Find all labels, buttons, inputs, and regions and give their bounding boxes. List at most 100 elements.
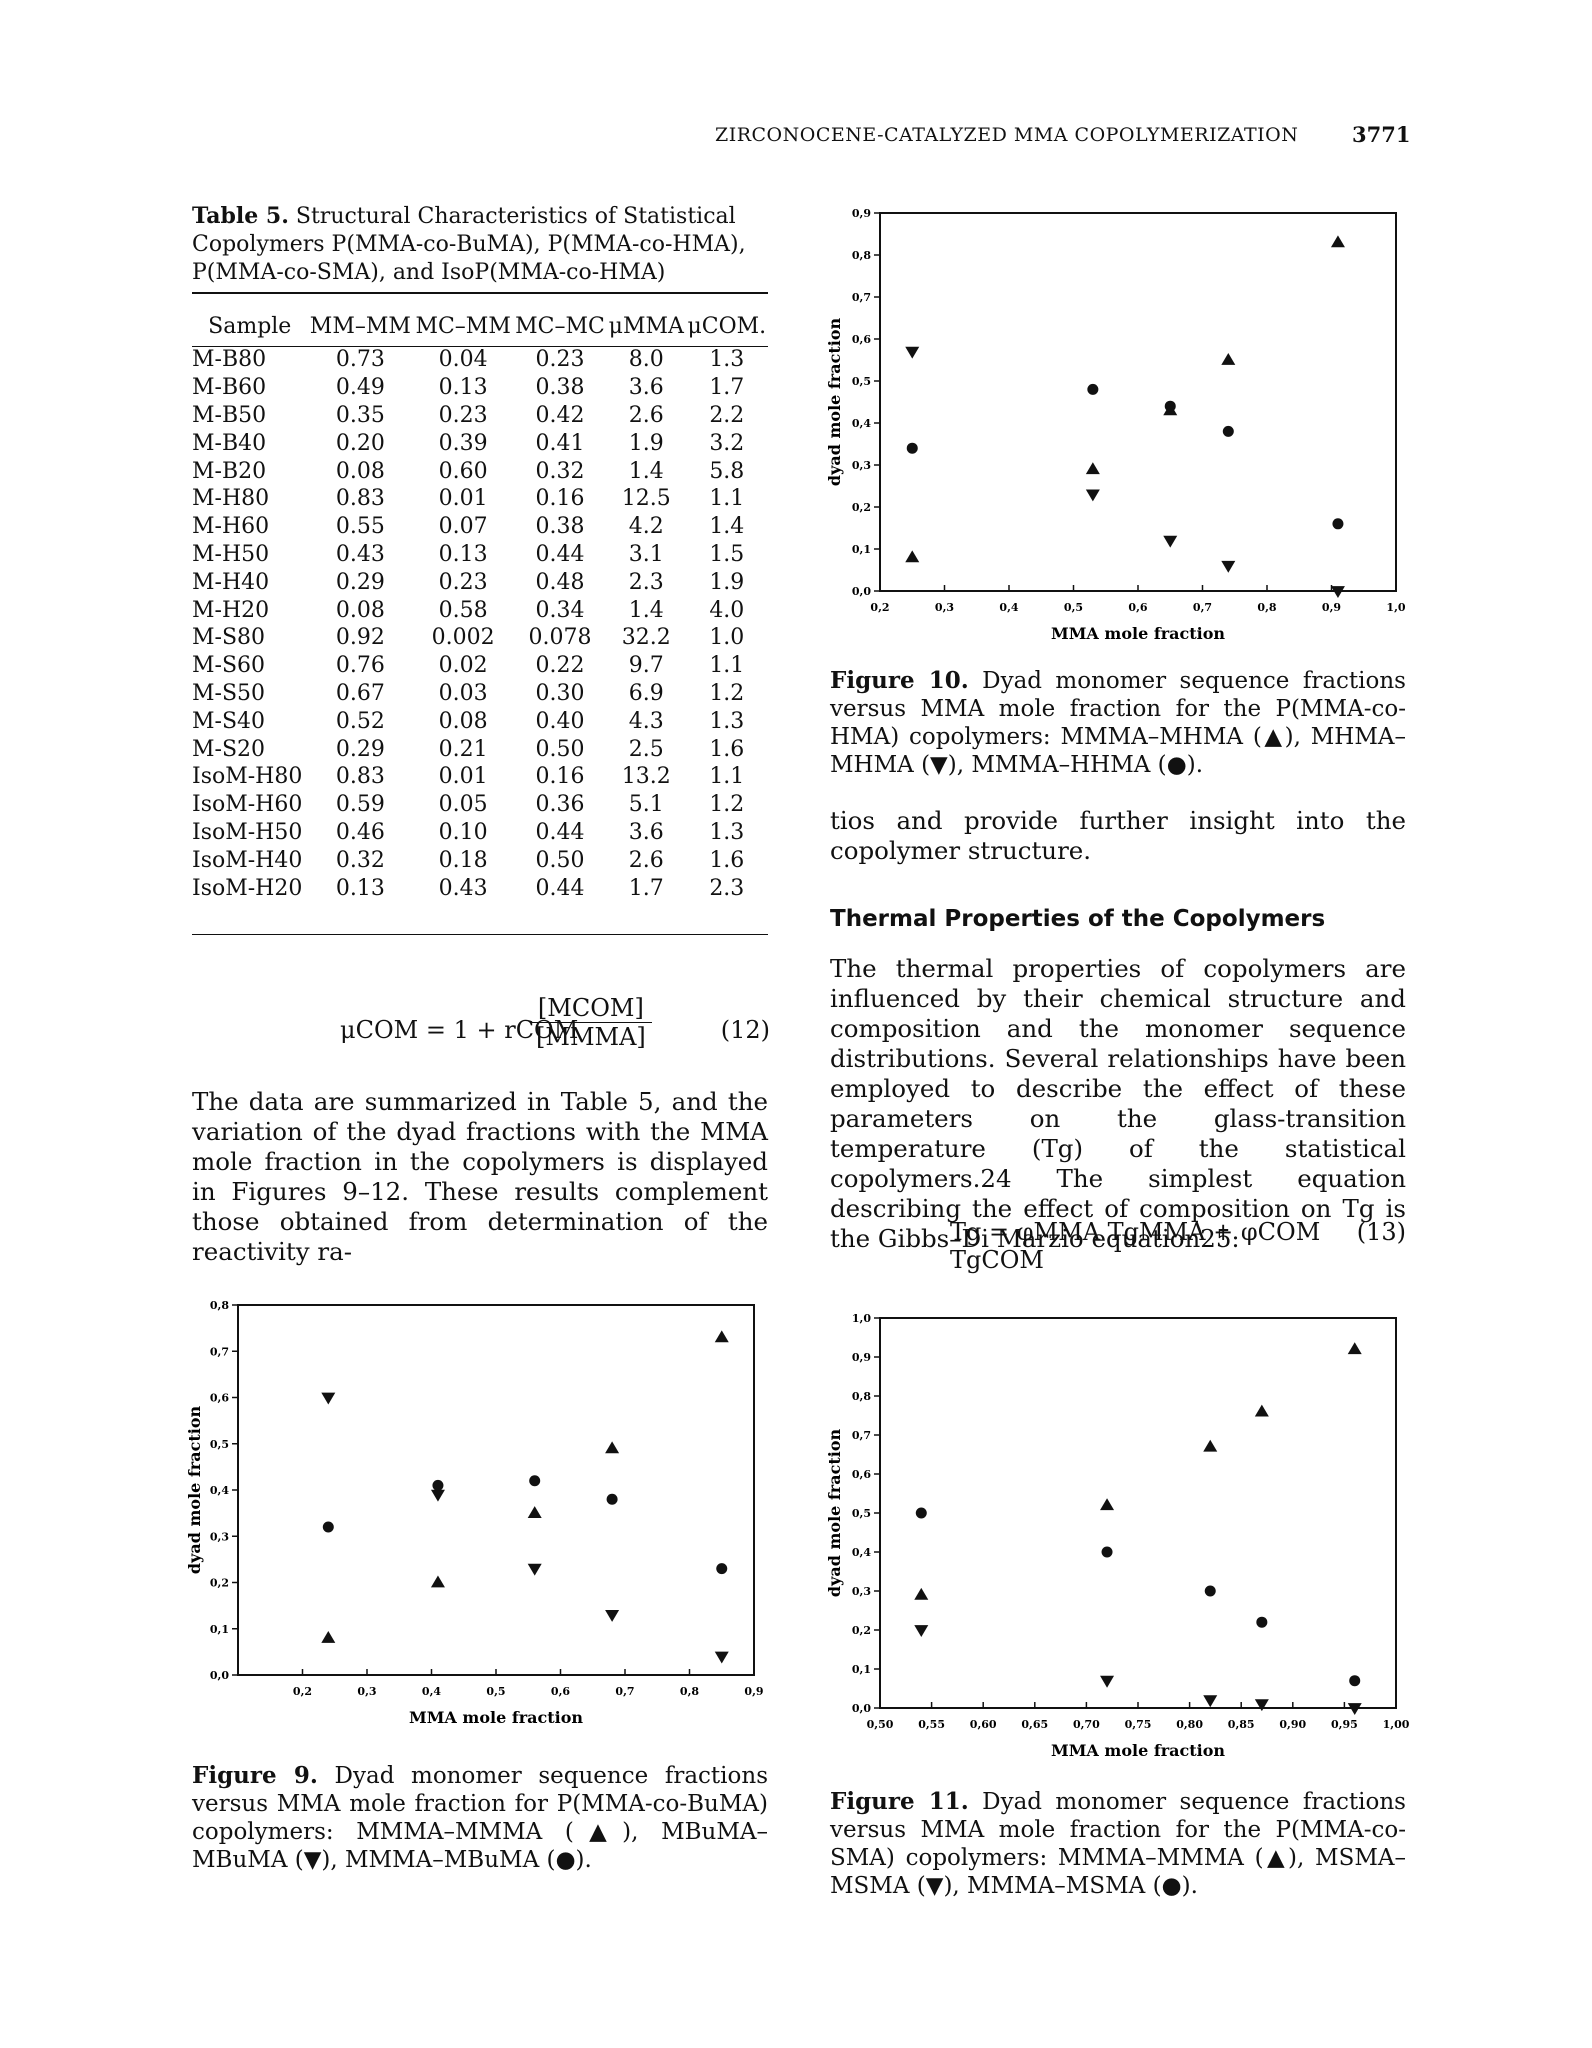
fig11-label: Figure 11. xyxy=(830,1788,969,1815)
table-cell: 1.3 xyxy=(709,708,745,734)
y-tick-label: 0,8 xyxy=(852,249,871,262)
table-cell: 0.46 xyxy=(335,819,385,845)
x-tick-label: 0,6 xyxy=(1128,601,1147,614)
table-cell: 1.1 xyxy=(709,486,745,512)
x-tick-label: 0,8 xyxy=(1257,601,1276,614)
table-caption: Table 5. Structural Characteristics of S… xyxy=(192,202,772,287)
data-point-circle xyxy=(606,1493,618,1505)
table-cell: 1.7 xyxy=(628,875,664,901)
table-cell: 0.50 xyxy=(535,736,585,762)
y-tick-label: 0,0 xyxy=(852,1702,871,1715)
table-cell: 0.76 xyxy=(335,653,385,679)
table-cell: 5.8 xyxy=(709,458,745,484)
table-cell: 3.1 xyxy=(628,541,664,567)
table-cell: 0.42 xyxy=(535,402,585,428)
y-axis-label: dyad mole fraction xyxy=(825,1429,844,1598)
data-point-triangle-down xyxy=(1254,1699,1269,1712)
figure-10-chart: 0,2 0,3 0,4 0,5 0,6 0,7 0,8 0,9 1,0 0,0 0,1 0,2 0,3 0… xyxy=(825,207,1406,643)
data-point-triangle-down xyxy=(527,1563,542,1576)
equation-12: μCOM = 1 + rCOM [MCOM] [MMMA] (12) xyxy=(340,990,770,1070)
table-cell: 0.38 xyxy=(535,375,585,401)
table-cell: 0.43 xyxy=(335,541,385,567)
table-cell: M-H50 xyxy=(192,541,270,567)
table-cell: 0.07 xyxy=(438,514,488,540)
x-tick-label: 0,3 xyxy=(935,601,954,614)
figure-11-caption: Figure 11. Dyad monomer sequence fractio… xyxy=(830,1788,1406,1900)
data-point-circle xyxy=(1349,1675,1361,1687)
table-cell: 1.4 xyxy=(628,597,664,623)
y-tick-label: 1,0 xyxy=(852,1312,871,1325)
x-tick-label: 0,5 xyxy=(1064,601,1083,614)
table-header-cell: MC–MC xyxy=(515,313,605,339)
table-cell: 12.5 xyxy=(621,486,671,512)
x-tick-label: 0,4 xyxy=(999,601,1018,614)
table-cell: 0.43 xyxy=(438,875,488,901)
y-tick-label: 0,6 xyxy=(852,1468,871,1481)
table-cell: 0.40 xyxy=(535,708,585,734)
table-cell: 0.01 xyxy=(438,764,488,790)
table-cell: 0.67 xyxy=(335,680,385,706)
data-point-circle xyxy=(915,1507,927,1519)
data-point-triangle-down xyxy=(1203,1695,1218,1708)
table-cell: 0.35 xyxy=(335,402,385,428)
table-cell: 1.5 xyxy=(709,541,745,567)
table-cell: 0.16 xyxy=(535,764,585,790)
table-cell: IsoM-H40 xyxy=(192,847,303,873)
table-cell: 0.23 xyxy=(438,402,488,428)
data-point-circle xyxy=(529,1475,541,1487)
table-cell: 1.6 xyxy=(709,736,745,762)
y-tick-label: 0,1 xyxy=(852,543,871,556)
table-cell: 2.6 xyxy=(628,847,664,873)
fig10-label: Figure 10. xyxy=(830,667,969,694)
table-cell: 0.01 xyxy=(438,486,488,512)
table-cell: 0.08 xyxy=(335,597,385,623)
table-cell: 0.60 xyxy=(438,458,488,484)
table-cell: 8.0 xyxy=(628,347,664,373)
table-cell: 0.44 xyxy=(535,541,585,567)
table-cell: 0.20 xyxy=(335,430,385,456)
table-cell: 2.5 xyxy=(628,736,664,762)
table-cell: 2.6 xyxy=(628,402,664,428)
table-cell: 9.7 xyxy=(628,653,664,679)
section-heading: Thermal Properties of the Copolymers xyxy=(830,906,1326,932)
table-cell: 2.2 xyxy=(709,402,745,428)
y-tick-label: 0,2 xyxy=(852,501,871,514)
x-tick-label: 1,00 xyxy=(1383,1718,1410,1731)
table-header-cell: μCOM. xyxy=(687,313,767,339)
y-tick-label: 0,6 xyxy=(210,1392,229,1405)
table-cell: 3.2 xyxy=(709,430,745,456)
x-tick-label: 0,8 xyxy=(680,1685,699,1698)
table-cell: 1.9 xyxy=(709,569,745,595)
table-cell: 1.2 xyxy=(709,680,745,706)
data-point-circle xyxy=(1164,400,1176,412)
data-point-triangle-down xyxy=(714,1651,729,1664)
x-tick-label: 0,7 xyxy=(1193,601,1212,614)
table-cell: 0.16 xyxy=(535,486,585,512)
data-point-triangle-up xyxy=(1100,1498,1115,1511)
y-tick-label: 0,4 xyxy=(852,1546,871,1559)
table-cell: 0.002 xyxy=(431,625,495,651)
y-tick-label: 0,4 xyxy=(210,1484,229,1497)
table-row: M-H50 0.43 0.13 0.44 3.1 1.5 xyxy=(192,541,768,569)
table-header-cell: μMMA xyxy=(608,313,684,339)
data-point-triangle-up xyxy=(1254,1404,1269,1417)
x-tick-label: 0,2 xyxy=(870,601,889,614)
y-tick-label: 0,0 xyxy=(852,585,871,598)
table-cell: 0.13 xyxy=(335,875,385,901)
table-cell: 0.23 xyxy=(438,569,488,595)
table-row: M-S80 0.92 0.002 0.078 32.2 1.0 xyxy=(192,624,768,652)
left-paragraph: The data are summarized in Table 5, and … xyxy=(192,1087,768,1266)
table-cell: M-B80 xyxy=(192,347,267,373)
table-row: M-B50 0.35 0.23 0.42 2.6 2.2 xyxy=(192,402,768,430)
table-cell: 0.23 xyxy=(535,347,585,373)
table-cell: 0.49 xyxy=(335,375,385,401)
x-tick-label: 0,6 xyxy=(551,1685,570,1698)
table-cell: 6.9 xyxy=(628,680,664,706)
table-cell: 0.32 xyxy=(535,458,585,484)
table-cell: M-B50 xyxy=(192,402,267,428)
table-cell: 1.6 xyxy=(709,847,745,873)
table-cell: 3.6 xyxy=(628,819,664,845)
fig10-text: Dyad monomer sequence fractions versus M… xyxy=(830,668,1406,778)
table-cell: 1.1 xyxy=(709,653,745,679)
table-cell: 0.44 xyxy=(535,819,585,845)
